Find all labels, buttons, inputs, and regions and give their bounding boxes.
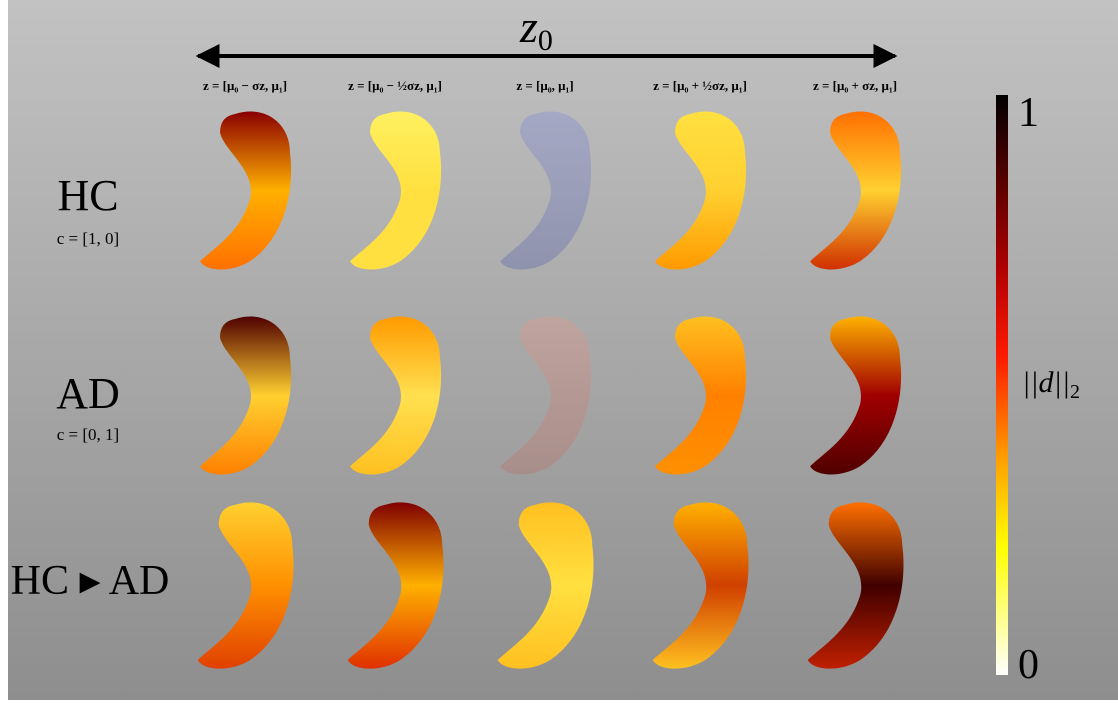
- row-condition: c = [1, 0]: [57, 229, 119, 248]
- column-label: z = [μ₀ − σz, μ₁]: [203, 78, 287, 93]
- row-condition: c = [0, 1]: [57, 425, 119, 444]
- colorbar-min: 0: [1018, 642, 1039, 688]
- row-label: HC ▸ AD: [11, 558, 170, 604]
- page: z0 z = [μ₀ − σz, μ₁]z = [μ₀ − ½σz, μ₁]z …: [0, 0, 1118, 726]
- row-label: HC: [57, 171, 118, 220]
- figure: z0 z = [μ₀ − σz, μ₁]z = [μ₀ − ½σz, μ₁]z …: [0, 0, 1118, 726]
- column-label: z = [μ₀ − ½σz, μ₁]: [348, 78, 442, 93]
- row-label: AD: [56, 369, 120, 418]
- column-label: z = [μ₀ + ½σz, μ₁]: [653, 78, 747, 93]
- column-label: z = [μ₀ + σz, μ₁]: [813, 78, 897, 93]
- colorbar-max: 1: [1018, 90, 1039, 136]
- column-label: z = [μ₀, μ₁]: [516, 78, 573, 93]
- colorbar: [996, 95, 1008, 675]
